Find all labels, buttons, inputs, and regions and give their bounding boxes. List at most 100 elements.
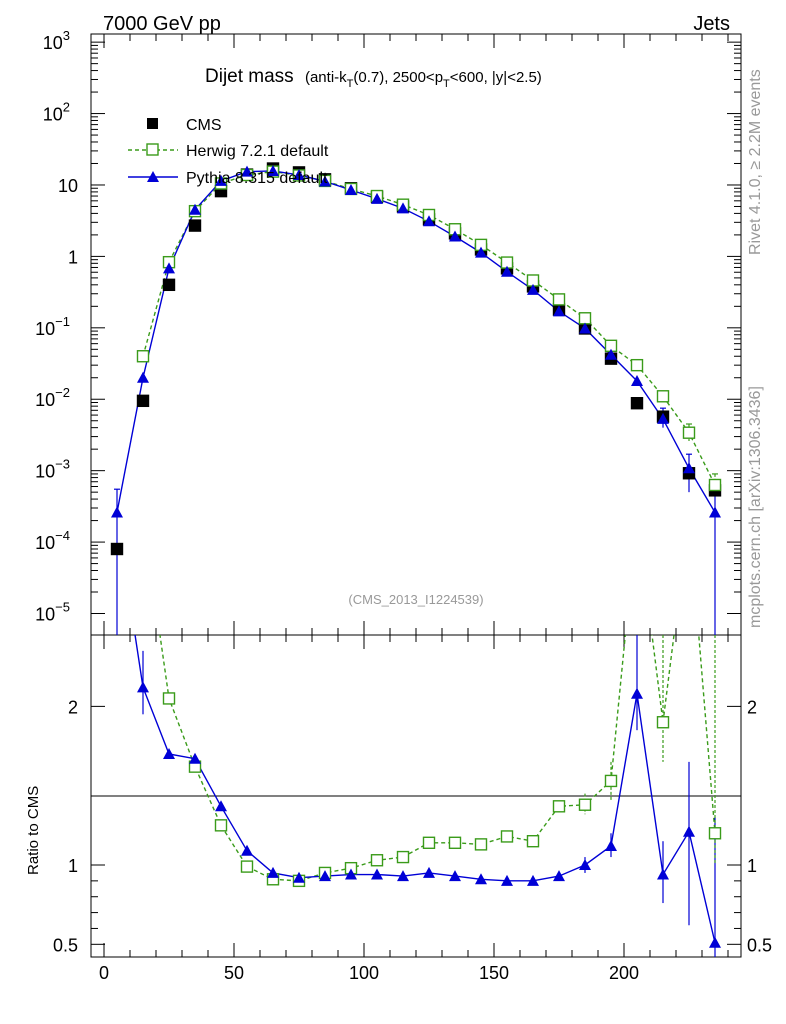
x-tick-label: 200: [609, 963, 639, 983]
x-tick-label: 0: [99, 963, 109, 983]
x-tick-label: 150: [479, 963, 509, 983]
pythia-point: [423, 215, 435, 227]
header-left: 7000 GeV pp: [103, 13, 221, 35]
pythia-point: [631, 375, 643, 387]
herwig-ratio-point: [422, 836, 436, 849]
herwig-point: [552, 293, 566, 306]
pythia-point: [163, 262, 175, 274]
herwig-ratio-point: [448, 836, 462, 849]
cms-point: [136, 394, 150, 408]
pythia-point: [189, 203, 201, 215]
pythia-ratio-point: [579, 859, 591, 870]
pythia-point: [111, 506, 123, 518]
cms-point: [162, 278, 176, 292]
x-axis-ticks: 0 50 100 150 200: [99, 34, 729, 983]
pythia-point: [267, 164, 279, 176]
pythia-ratio-point: [397, 870, 409, 882]
ratio-y-tick-label: 0.5: [53, 935, 78, 955]
herwig-ratio-line: [159, 635, 716, 882]
y-tick-label: 102: [43, 100, 70, 125]
herwig-point: [708, 478, 722, 492]
herwig-ratio-point: [214, 819, 228, 832]
pythia-point: [501, 265, 513, 277]
pythia-ratio-point: [423, 866, 435, 878]
y-tick-label: 103: [43, 28, 70, 53]
ratio-y-tick-label-right: 2: [747, 697, 757, 717]
ratio-y-axis-label: Ratio to CMS: [25, 786, 42, 875]
pythia-point: [215, 174, 227, 186]
ratio-y-tick-label-right: 1: [747, 856, 757, 876]
pythia-ratio-point: [605, 839, 617, 851]
herwig-ratio-point: [396, 850, 410, 864]
plot-title-main: Dijet mass: [205, 66, 294, 87]
pythia-ratio-point: [241, 844, 253, 856]
plot-title-sub: (anti-kT(0.7), 2500<pT<600, |y|<2.5): [305, 69, 542, 90]
pythia-point: [579, 322, 591, 334]
herwig-ratio-point: [500, 830, 514, 843]
pythia-ratio-point: [163, 747, 175, 759]
ratio-axis-ticks: 0.5 0.5 1 1 2 2: [53, 697, 772, 955]
pythia-ratio-point: [215, 800, 227, 812]
legend-label-herwig: Herwig 7.2.1 default: [186, 143, 329, 160]
pythia-point: [371, 192, 383, 204]
pythia-ratio-point: [371, 868, 383, 880]
herwig-point: [682, 426, 696, 439]
herwig-ratio-point: [552, 800, 566, 813]
pythia-point: [137, 371, 149, 383]
y-tick-label: 10−2: [35, 385, 70, 410]
pythia-point: [657, 412, 669, 424]
pythia-point: [605, 348, 617, 360]
herwig-ratio-point: [370, 854, 384, 867]
pythia-ratio-point: [657, 868, 669, 880]
main-axis-ticks: 10−5 10−4 10−3 10−2 10−1 1 10 102 103: [35, 28, 741, 625]
herwig-ratio-point: [708, 827, 722, 840]
x-tick-label: 100: [349, 963, 379, 983]
herwig-ratio-point: [578, 798, 592, 811]
pythia-ratio-point: [449, 870, 461, 882]
herwig-point: [630, 358, 644, 372]
herwig-ratio-point: [656, 716, 670, 729]
pythia-point: [449, 230, 461, 242]
pythia-ratio-point: [189, 752, 201, 764]
pythia-ratio-point: [319, 870, 331, 882]
y-tick-label: 10−4: [35, 528, 70, 553]
herwig-point: [656, 390, 670, 403]
y-tick-label: 1: [68, 247, 78, 267]
pythia-point: [241, 165, 253, 177]
herwig-ratio-point: [162, 692, 176, 705]
herwig-point: [578, 312, 592, 325]
herwig-ratio-point: [240, 860, 254, 873]
y-tick-label: 10−3: [35, 457, 70, 482]
herwig-point: [136, 350, 150, 363]
legend-label-cms: CMS: [186, 117, 222, 134]
herwig-ratio-point: [526, 835, 540, 848]
pythia-point: [345, 184, 357, 196]
analysis-watermark: (CMS_2013_I1224539): [348, 592, 483, 607]
pythia-ratio-point: [293, 871, 305, 883]
main-series-group: [110, 162, 722, 635]
pythia-line: [116, 170, 716, 513]
pythia-point: [553, 305, 565, 317]
ratio-series-group: [134, 635, 722, 957]
pythia-point: [683, 462, 695, 474]
x-tick-label: 50: [224, 963, 244, 983]
ratio-clipped-group: [134, 635, 722, 957]
herwig-ratio-point: [474, 838, 488, 851]
y-tick-label: 10−5: [35, 600, 70, 625]
cms-point: [110, 542, 124, 556]
y-tick-label: 10−1: [35, 314, 70, 339]
pythia-ratio-point: [683, 825, 695, 837]
legend-marker-herwig: [146, 143, 159, 156]
side-label-mcplots: mcplots.cern.ch [arXiv:1306.3436]: [747, 386, 764, 628]
legend: CMS Herwig 7.2.1 default Pythia 8.315 de…: [128, 117, 329, 187]
pythia-ratio-point: [475, 873, 487, 885]
legend-label-pythia: Pythia 8.315 default: [186, 170, 328, 187]
pythia-ratio-point: [345, 868, 357, 880]
ratio-y-tick-label-right: 0.5: [747, 935, 772, 955]
legend-marker-cms: [147, 118, 158, 129]
pythia-ratio-point: [709, 936, 721, 948]
side-label-rivet: Rivet 4.1.0, ≥ 2.2M events: [747, 69, 764, 255]
cms-point: [188, 219, 202, 232]
